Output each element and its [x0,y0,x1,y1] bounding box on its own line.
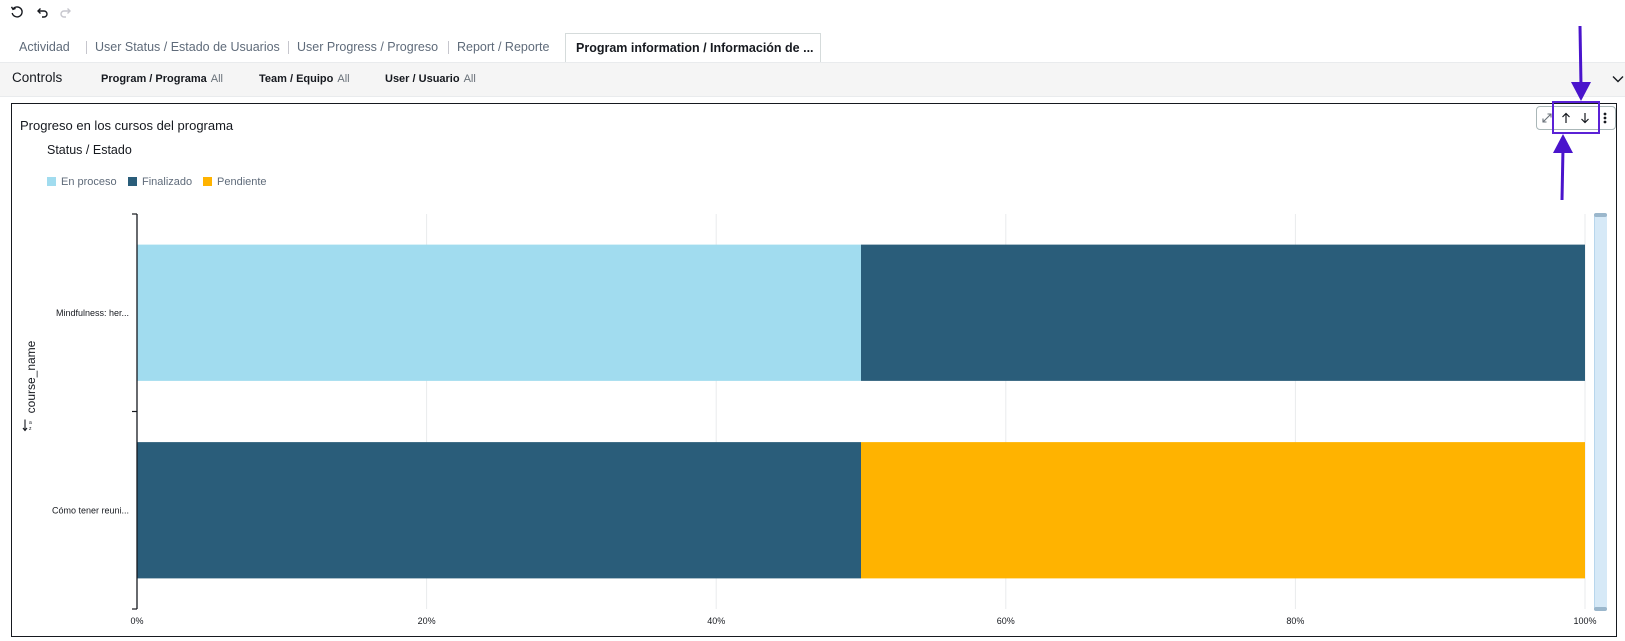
x-tick-label: 60% [997,616,1015,626]
filter-program[interactable]: Program / Programa All [101,73,223,85]
bar-segment[interactable] [137,442,861,579]
controls-bar: Controls Program / Programa All Team / Eq… [0,62,1625,97]
arrow-down-icon[interactable] [1577,110,1593,126]
arrow-up-icon[interactable] [1558,110,1574,126]
scrollbar-handle-top[interactable] [1594,213,1607,217]
annotation-arrow-up [1560,147,1565,201]
legend-item-finalizado[interactable]: Finalizado [128,176,192,188]
filter-label: Team / Equipo [259,73,334,85]
x-tick-label: 20% [418,616,436,626]
undo-icon[interactable] [33,3,51,21]
highlight-box [1552,101,1600,134]
bar-segment[interactable] [861,442,1585,579]
controls-title[interactable]: Controls [12,70,63,85]
legend-swatch [128,177,137,186]
tab-actividad[interactable]: Actividad [19,40,70,54]
legend-item-en-proceso[interactable]: En proceso [47,176,117,188]
filter-label: User / Usuario [385,73,460,85]
legend-label: Finalizado [142,176,193,188]
filter-label: Program / Programa [101,73,207,85]
legend-title: Status / Estado [47,143,132,157]
bar-segment[interactable] [861,244,1585,381]
visual-title: Progreso en los cursos del programa [20,118,234,133]
annotation-arrowhead-down [1571,82,1591,101]
chart-scrollbar[interactable] [1594,214,1607,610]
top-toolbar [0,0,1625,26]
svg-text:z: z [29,426,32,432]
tab-program-information[interactable]: Program information / Información de ... [565,33,821,62]
legend-swatch [47,177,56,186]
x-tick-label: 40% [707,616,725,626]
expand-icon[interactable] [1539,110,1555,126]
legend-item-pendiente[interactable]: Pendiente [203,176,267,188]
tab-user-progress[interactable]: User Progress / Progreso [287,33,438,62]
tab-report[interactable]: Report / Reporte [447,33,549,62]
legend-swatch [203,177,212,186]
svg-text:a: a [29,420,32,426]
tab-user-status[interactable]: User Status / Estado de Usuarios [86,33,280,62]
x-tick-label: 80% [1286,616,1304,626]
filter-user[interactable]: User / Usuario All [385,73,476,85]
filter-value: All [337,73,350,85]
chevron-down-icon[interactable] [1612,72,1624,90]
bar-segment[interactable] [137,244,861,381]
refresh-icon[interactable] [8,3,26,21]
legend-label: En proceso [61,176,117,188]
sheet-tabs: Actividad User Status / Estado de Usuari… [0,33,1625,62]
filter-value: All [210,73,223,85]
filter-value: All [463,73,476,85]
x-tick-label: 100% [1573,616,1596,626]
legend-label: Pendiente [217,176,267,188]
redo-icon[interactable] [57,3,75,21]
more-vertical-icon[interactable] [1597,110,1613,126]
annotation-arrowhead-up [1553,134,1573,153]
annotation-arrow-down [1578,25,1583,87]
scrollbar-handle-bottom[interactable] [1594,607,1607,611]
filter-team[interactable]: Team / Equipo All [259,73,350,85]
y-tick-label: Cómo tener reuni... [52,505,129,515]
visual-menu [1536,106,1616,130]
y-tick-label: Mindfulness: her... [56,308,129,318]
x-tick-label: 0% [130,616,143,626]
